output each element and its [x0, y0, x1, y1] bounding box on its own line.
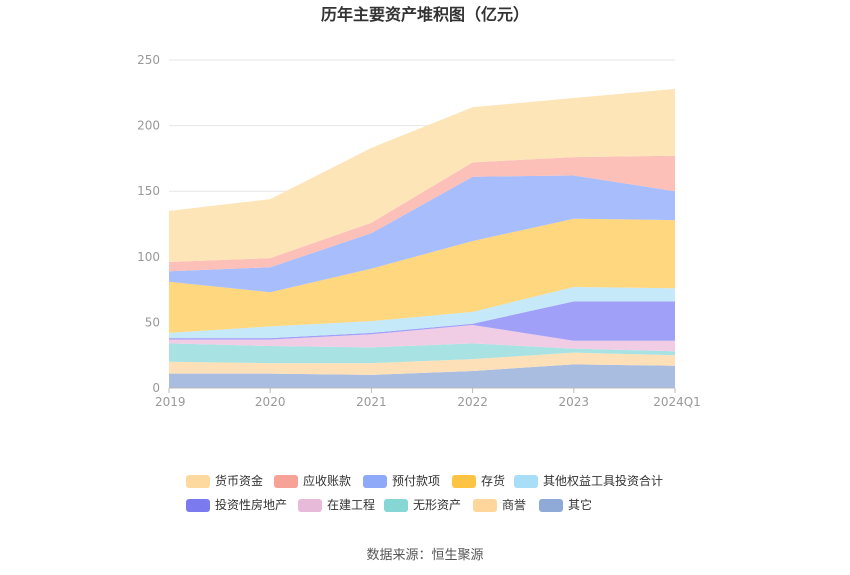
legend-label: 在建工程 [327, 497, 375, 512]
legend-label: 商誉 [502, 497, 526, 512]
legend-swatch [539, 499, 563, 512]
legend-item[interactable]: 预付款项 [363, 474, 440, 488]
legend-swatch [473, 499, 497, 512]
y-tick-label: 200 [137, 119, 160, 133]
legend-item[interactable]: 在建工程 [298, 497, 375, 512]
chart-title: 历年主要资产堆积图（亿元） [321, 5, 529, 24]
x-tick-label: 2021 [356, 395, 387, 409]
legend-item[interactable]: 存货 [452, 473, 505, 488]
area-series-8 [169, 155, 675, 272]
area-series-7 [169, 175, 675, 293]
source-note: 数据来源：恒生聚源 [366, 548, 483, 563]
area-series-2 [169, 343, 675, 364]
legend-swatch [186, 475, 210, 488]
legend-label: 货币资金 [215, 473, 263, 488]
legend-item[interactable]: 投资性房地产 [186, 497, 287, 512]
legend-item[interactable]: 其他权益工具投资合计 [514, 473, 663, 488]
legend-label: 其它 [568, 497, 592, 512]
legend-swatch [452, 475, 476, 488]
legend-swatch [384, 499, 408, 512]
area-series-0 [169, 364, 675, 388]
legend-item[interactable]: 货币资金 [186, 473, 263, 488]
legend-label: 投资性房地产 [215, 497, 287, 512]
x-tick-label: 2022 [457, 395, 488, 409]
legend-label: 其他权益工具投资合计 [543, 473, 663, 488]
area-series-5 [169, 286, 675, 339]
legend-swatch [514, 475, 538, 488]
legend-label: 存货 [481, 473, 505, 488]
legend-label: 应收账款 [303, 473, 351, 488]
area-series-6 [169, 218, 675, 333]
x-tick-label: 2024Q1 [653, 395, 701, 409]
legend-item[interactable]: 无形资产 [384, 498, 461, 512]
legend-item[interactable]: 应收账款 [274, 473, 351, 488]
y-tick-label: 150 [137, 184, 160, 198]
area-series-1 [169, 352, 675, 375]
legend-item[interactable]: 商誉 [473, 497, 526, 512]
legend-label: 预付款项 [392, 474, 440, 488]
area-series-9 [169, 88, 675, 263]
legend-swatch [363, 475, 387, 488]
x-tick-label: 2020 [255, 395, 286, 409]
x-tick-label: 2023 [559, 395, 590, 409]
x-axis: 2019 2020 2021 2022 2023 2024Q1 [155, 387, 701, 409]
legend-item[interactable]: 其它 [539, 497, 592, 512]
legend-label: 无形资产 [413, 498, 461, 512]
area-series-3 [169, 325, 675, 352]
y-axis: 0 50 100 150 200 250 [137, 53, 160, 395]
x-tick-label: 2019 [155, 395, 186, 409]
y-tick-label: 50 [145, 315, 160, 329]
y-tick-label: 0 [152, 381, 160, 395]
legend-swatch [274, 475, 298, 488]
legend-swatch [186, 499, 210, 512]
legend-swatch [298, 499, 322, 512]
y-tick-label: 250 [137, 53, 160, 67]
area-series-4 [169, 301, 675, 341]
y-tick-label: 100 [137, 250, 160, 264]
area-series [169, 88, 675, 388]
